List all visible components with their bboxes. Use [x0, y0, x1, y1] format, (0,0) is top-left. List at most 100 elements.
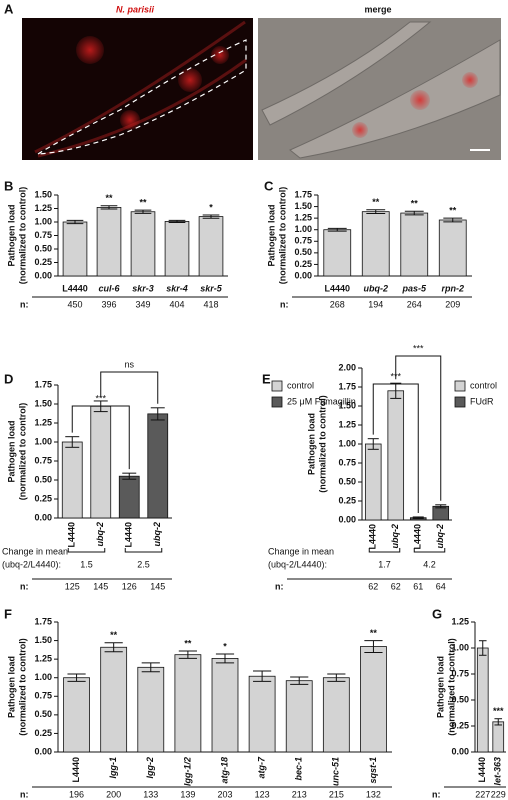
bar: [62, 221, 88, 277]
bar: [174, 654, 202, 753]
n-value: 349: [135, 299, 150, 309]
significance: **: [372, 197, 380, 207]
bar: [476, 647, 489, 753]
change-label: (ubq-2/L4440):: [268, 559, 327, 569]
x-tick-label: ubq-2: [364, 283, 389, 293]
n-value: 200: [106, 789, 121, 799]
y-tick-label: 1.25: [34, 203, 52, 213]
y-tick-label: 1.75: [338, 381, 356, 391]
y-tick-label: 0.50: [34, 243, 52, 253]
y-tick-label: 0.25: [338, 495, 356, 505]
bar: [211, 658, 239, 753]
y-tick-label: 1.50: [294, 201, 312, 211]
y-tick-label: 1.25: [294, 213, 312, 223]
n-value: 194: [368, 299, 383, 309]
n-value: 268: [330, 299, 345, 309]
bar: [130, 211, 156, 277]
change-value: 4.2: [423, 559, 436, 569]
y-tick-label: 1.75: [294, 189, 312, 199]
y-tick-label: 1.00: [34, 216, 52, 226]
comparison-bracket: [71, 405, 130, 470]
x-tick-label: skr-4: [166, 283, 188, 293]
x-tick-label: pas-5: [401, 283, 427, 293]
x-tick-label: L4440: [368, 524, 378, 550]
y-tick-label: 0.25: [34, 728, 52, 738]
bar: [118, 475, 140, 519]
n-value: 196: [69, 789, 84, 799]
bar: [323, 229, 352, 277]
panel-letter: E: [262, 371, 271, 386]
error-bar: [443, 217, 463, 223]
n-value: 62: [368, 581, 378, 591]
comparison-bracket: [100, 371, 159, 404]
y-tick-label: 0.50: [34, 474, 52, 484]
y-tick-label: 1.00: [338, 438, 356, 448]
y-tick-label: 1.00: [34, 436, 52, 446]
error-bar: [404, 210, 424, 216]
y-tick-label: 0.00: [34, 746, 52, 756]
error-bar: [141, 662, 160, 673]
y-tick-label: 0.50: [338, 476, 356, 486]
n-value: 64: [436, 581, 446, 591]
y-tick-label: 0.25: [34, 257, 52, 267]
error-bar: [327, 673, 346, 682]
x-tick-label: L4440: [62, 283, 88, 293]
x-tick-label: lgg-1/2: [182, 757, 192, 786]
fluorescence-image: [22, 18, 253, 160]
y-tick-label: 0.00: [338, 514, 356, 524]
panel-letter: B: [4, 178, 13, 193]
n-value: 139: [180, 789, 195, 799]
n-value: 133: [143, 789, 158, 799]
y-tick-label: 1.25: [34, 417, 52, 427]
error-bar: [150, 407, 165, 421]
x-tick-label: skr-3: [132, 283, 154, 293]
bar: [248, 675, 276, 753]
n-value: 145: [150, 581, 165, 591]
n-value: 418: [203, 299, 218, 309]
error-bar: [202, 214, 220, 219]
significance: **: [139, 197, 147, 207]
x-tick-label: rpn-2: [442, 283, 465, 293]
significance: **: [370, 628, 378, 638]
y-tick-label: 1.00: [34, 672, 52, 682]
significance: **: [105, 193, 113, 203]
x-tick-label: sqst-1: [368, 757, 378, 784]
x-tick-label: L4440: [477, 757, 487, 783]
n-value: 215: [329, 789, 344, 799]
error-bar: [390, 382, 402, 399]
n-label: n:: [20, 581, 29, 591]
image-title: N. parisii: [116, 4, 155, 14]
legend-swatch: [271, 380, 283, 392]
panel-letter: A: [4, 1, 14, 16]
significance: *: [209, 202, 213, 212]
bar: [90, 405, 112, 519]
y-axis-label: Pathogen load: [6, 204, 16, 266]
image-title: merge: [364, 4, 391, 14]
error-bar: [327, 227, 347, 232]
bar: [432, 505, 450, 521]
n-value: 123: [255, 789, 270, 799]
bar: [61, 441, 83, 519]
y-axis-label: (normalized to control): [17, 403, 27, 501]
error-bar: [215, 653, 235, 664]
error-bar: [66, 219, 84, 225]
merge-image: [258, 18, 501, 160]
change-value: 2.5: [137, 559, 150, 569]
y-tick-label: 0.75: [34, 230, 52, 240]
x-tick-label: L4440: [71, 757, 81, 783]
n-value: 145: [93, 581, 108, 591]
error-bar: [435, 504, 447, 509]
error-bar: [168, 219, 186, 224]
error-bar: [67, 673, 86, 682]
y-axis-label: Pathogen load: [306, 413, 316, 475]
y-tick-label: 1.75: [34, 616, 52, 626]
error-bar: [104, 642, 123, 653]
error-bar: [134, 209, 152, 214]
n-value: 229: [491, 789, 506, 799]
panel-letter: D: [4, 371, 13, 386]
error-bar: [364, 640, 383, 653]
x-tick-label: cul-6: [98, 283, 120, 293]
change-value: 1.5: [80, 559, 93, 569]
y-axis-label: Pathogen load: [6, 656, 16, 718]
